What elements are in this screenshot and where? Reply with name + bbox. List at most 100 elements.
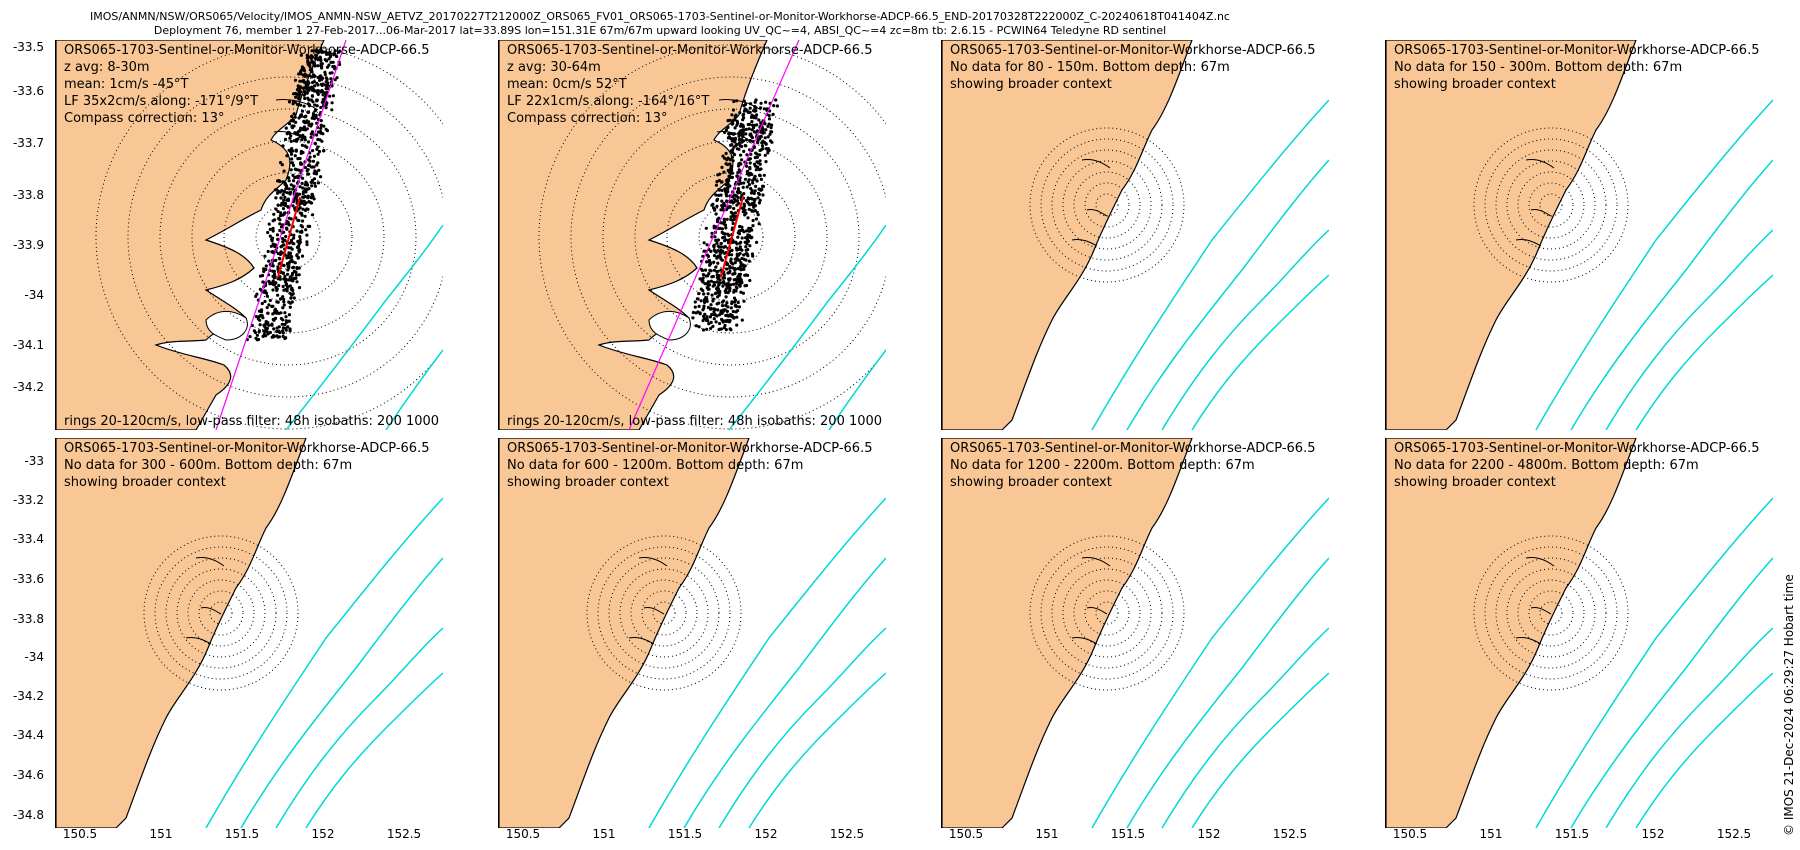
scatter-point bbox=[731, 159, 735, 163]
scatter-point bbox=[288, 275, 292, 279]
scatter-point bbox=[294, 120, 298, 124]
panel-annotation-line: showing broader context bbox=[64, 475, 226, 490]
scatter-point bbox=[731, 213, 736, 217]
map-panel-context-1: ORS065-1703-Sentinel-or-Monitor-Workhors… bbox=[941, 40, 1329, 430]
scatter-point bbox=[701, 328, 706, 332]
scatter-point bbox=[291, 118, 296, 122]
scatter-point bbox=[727, 174, 731, 178]
map-panel-context-3: ORS065-1703-Sentinel-or-Monitor-Workhors… bbox=[55, 438, 443, 828]
panel-annotation-line: ORS065-1703-Sentinel-or-Monitor-Workhors… bbox=[64, 43, 430, 58]
speed-ring bbox=[1051, 149, 1163, 261]
scatter-point bbox=[710, 231, 714, 235]
scatter-point bbox=[753, 174, 757, 178]
speed-ring bbox=[1051, 557, 1163, 669]
scatter-point bbox=[715, 198, 719, 203]
scatter-point bbox=[300, 219, 305, 223]
map-canvas bbox=[942, 40, 1329, 430]
scatter-point bbox=[290, 147, 294, 151]
scatter-point bbox=[322, 124, 326, 128]
scatter-point bbox=[258, 323, 262, 327]
scatter-point bbox=[281, 193, 285, 197]
scatter-point bbox=[732, 278, 736, 282]
scatter-point bbox=[287, 187, 291, 191]
scatter-point bbox=[323, 70, 327, 74]
isobath-line bbox=[1635, 274, 1773, 430]
scatter-point bbox=[330, 108, 334, 112]
scatter-point bbox=[746, 196, 750, 200]
scatter-point bbox=[289, 238, 294, 242]
scatter-point bbox=[282, 297, 286, 301]
scatter-point bbox=[314, 89, 318, 93]
scatter-point bbox=[293, 78, 298, 82]
scatter-point bbox=[722, 326, 726, 330]
scatter-point bbox=[750, 235, 754, 239]
scatter-point bbox=[305, 240, 309, 244]
scatter-point bbox=[713, 312, 717, 316]
scatter-point bbox=[331, 60, 335, 64]
scatter-point bbox=[718, 321, 722, 326]
scatter-point bbox=[312, 61, 317, 65]
scatter-point bbox=[307, 163, 311, 168]
scatter-point bbox=[263, 299, 267, 304]
scatter-point bbox=[705, 253, 709, 257]
scatter-point bbox=[764, 142, 768, 146]
scatter-point bbox=[276, 267, 280, 271]
scatter-point bbox=[751, 224, 755, 228]
scatter-point bbox=[691, 316, 695, 320]
scatter-point bbox=[726, 185, 730, 190]
scatter-point bbox=[295, 139, 299, 143]
scatter-point bbox=[748, 157, 752, 161]
scatter-point bbox=[286, 205, 290, 209]
panel-annotation-line: LF 22x1cm/s along: -164°/16°T bbox=[507, 94, 710, 109]
scatter-point bbox=[307, 81, 311, 85]
velocity-scatter bbox=[691, 98, 779, 332]
scatter-point bbox=[714, 320, 718, 324]
scatter-point bbox=[738, 190, 742, 194]
scatter-point bbox=[282, 300, 286, 304]
scatter-point bbox=[740, 158, 744, 162]
isobath-line bbox=[240, 557, 443, 828]
scatter-point bbox=[274, 258, 278, 262]
scatter-point bbox=[715, 269, 719, 274]
scatter-point bbox=[296, 157, 300, 161]
scatter-point bbox=[286, 176, 290, 180]
scatter-point bbox=[743, 102, 748, 107]
scatter-point bbox=[300, 254, 305, 258]
scatter-point bbox=[283, 288, 288, 292]
scatter-point bbox=[754, 217, 758, 221]
speed-ring bbox=[1095, 193, 1119, 217]
scatter-point bbox=[281, 295, 285, 299]
scatter-point bbox=[271, 250, 275, 254]
scatter-point bbox=[699, 267, 704, 271]
scatter-point bbox=[725, 199, 729, 203]
copyright-credit: © IMOS 21-Dec-2024 06:29:27 Hobart time bbox=[1782, 574, 1796, 836]
scatter-point bbox=[752, 114, 756, 118]
scatter-point bbox=[724, 151, 728, 156]
scatter-point bbox=[693, 300, 697, 304]
scatter-point bbox=[720, 188, 724, 192]
isobath-line bbox=[1191, 274, 1329, 430]
scatter-point bbox=[288, 284, 292, 288]
y-tick-label: -34.2 bbox=[12, 689, 44, 703]
scatter-point bbox=[276, 209, 280, 214]
scatter-point bbox=[281, 271, 286, 275]
scatter-point bbox=[267, 222, 271, 226]
scatter-point bbox=[319, 175, 323, 179]
scatter-point bbox=[323, 73, 327, 77]
panel-footer: rings 20-120cm/s, low-pass filter: 48h i… bbox=[507, 414, 886, 429]
scatter-point bbox=[295, 280, 299, 284]
x-tick-label: 150.5 bbox=[948, 827, 984, 841]
scatter-point bbox=[739, 181, 743, 185]
panel-annotation-line: No data for 600 - 1200m. Bottom depth: 6… bbox=[507, 458, 804, 473]
scatter-point bbox=[324, 127, 328, 131]
scatter-point bbox=[725, 267, 729, 271]
scatter-point bbox=[290, 293, 294, 297]
isobath-line bbox=[385, 349, 443, 430]
scatter-point bbox=[277, 216, 281, 221]
scatter-point bbox=[271, 334, 275, 338]
scatter-point bbox=[758, 174, 762, 178]
scatter-point bbox=[748, 161, 752, 165]
speed-ring bbox=[1484, 546, 1618, 680]
scatter-point bbox=[306, 140, 311, 144]
scatter-point bbox=[275, 334, 279, 338]
